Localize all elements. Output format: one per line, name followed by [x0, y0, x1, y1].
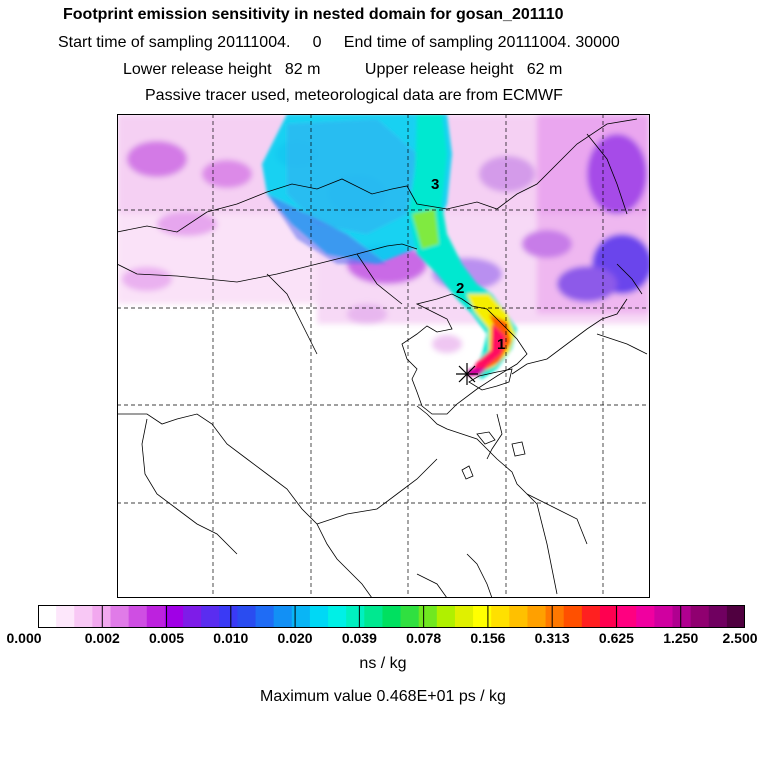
colorbar-swatch [146, 605, 166, 628]
colorbar-swatch [563, 605, 583, 628]
colorbar-tick-label: 0.039 [341, 630, 377, 646]
colorbar-swatch [654, 605, 673, 628]
colorbar-swatch [690, 605, 710, 628]
colorbar-swatch [527, 605, 547, 628]
colorbar-swatch [436, 605, 456, 628]
colorbar-swatch [726, 605, 745, 628]
colorbar-swatch [291, 605, 311, 628]
colorbar-border [38, 605, 745, 628]
footprint-map: 3 2 1 [117, 114, 650, 598]
colorbar-swatch [382, 605, 402, 628]
colorbar-swatch [418, 605, 438, 628]
colorbar-swatch [237, 605, 257, 628]
plot-title: Footprint emission sensitivity in nested… [63, 6, 564, 23]
colorbar-swatch [309, 605, 329, 628]
colorbar-ticks: 0.000 0.002 0.005 0.010 0.020 0.039 0.078 0.156… [0, 630, 768, 650]
colorbar-units: ns / kg [359, 655, 407, 672]
receptor-marker [456, 363, 478, 385]
colorbar-swatch [454, 605, 474, 628]
colorbar-swatch [473, 605, 492, 628]
colorbar-swatch [672, 605, 692, 628]
trajectory-label-2: 2 [456, 280, 465, 297]
colorbar-swatch [636, 605, 655, 628]
trajectory-label-3: 3 [431, 176, 440, 193]
colorbar-swatch [273, 605, 293, 628]
colorbar-swatch [128, 605, 148, 628]
colorbar-swatch [38, 605, 57, 628]
colorbar-swatch [491, 605, 510, 628]
colorbar-swatch [183, 605, 202, 628]
colorbar-swatch [509, 605, 528, 628]
colorbar-tick-label: 0.010 [213, 630, 249, 646]
colorbar [38, 605, 745, 628]
colorbar-swatch [599, 605, 619, 628]
colorbar-tick-label: 0.625 [598, 630, 634, 646]
colorbar-tick-label: 0.000 [6, 630, 42, 646]
colorbar-swatch [164, 605, 184, 628]
colorbar-swatch [255, 605, 275, 628]
graticule [117, 114, 650, 598]
colorbar-swatch [708, 605, 728, 628]
tracer-info-line: Passive tracer used, meteorological data… [145, 87, 563, 104]
colorbar-swatch [346, 605, 365, 628]
colorbar-swatch [74, 605, 93, 628]
colorbar-swatch [92, 605, 112, 628]
release-height-line: Lower release height 82 m Upper release … [123, 61, 563, 78]
colorbar-tick-label: 2.500 [722, 630, 758, 646]
colorbar-tick-label: 0.020 [277, 630, 313, 646]
colorbar-tick-label: 0.002 [84, 630, 120, 646]
colorbar-swatch [545, 605, 565, 628]
maximum-value-text: Maximum value 0.468E+01 ps / kg [260, 688, 506, 705]
colorbar-swatch [56, 605, 75, 628]
colorbar-swatch [201, 605, 220, 628]
sampling-time-line: Start time of sampling 20111004. 0 End t… [58, 34, 620, 51]
colorbar-tick-label: 0.078 [406, 630, 442, 646]
plume-field [262, 114, 517, 379]
colorbar-swatch [581, 605, 601, 628]
colorbar-tick-label: 0.005 [149, 630, 185, 646]
colorbar-tick-label: 0.156 [470, 630, 506, 646]
trajectory-label-1: 1 [497, 336, 506, 353]
colorbar-tick-label: 0.313 [534, 630, 570, 646]
colorbar-swatch [219, 605, 238, 628]
colorbar-tick-label: 1.250 [663, 630, 699, 646]
map-canvas [117, 114, 650, 598]
colorbar-swatch [400, 605, 420, 628]
colorbar-swatch [618, 605, 637, 628]
colorbar-swatch [110, 605, 130, 628]
colorbar-swatch [328, 605, 347, 628]
colorbar-swatch [364, 605, 383, 628]
